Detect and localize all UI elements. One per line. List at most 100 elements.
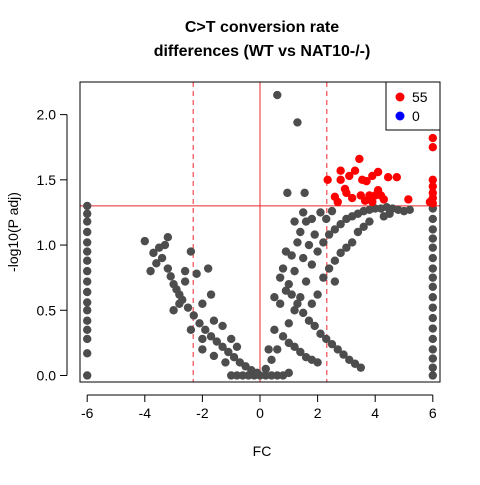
point-neutral-85 [307, 214, 317, 224]
point-neutral-46 [175, 299, 184, 308]
point-neutral-41 [198, 345, 207, 354]
y-tick-label: 0.5 [37, 302, 57, 318]
point-neutral-140 [83, 287, 92, 297]
x-tick-label: 4 [371, 405, 379, 421]
point-neutral-129 [290, 217, 299, 226]
point-neutral-47 [186, 325, 196, 335]
point-neutral-11 [152, 259, 161, 268]
point-neutral-20 [189, 311, 198, 320]
point-neutral-21 [195, 319, 204, 328]
point-neutral-143 [83, 316, 92, 325]
point-neutral-126 [287, 251, 296, 260]
point-neutral-173 [227, 371, 236, 380]
chart-title-line2: differences (WT vs NAT10-/-) [154, 43, 371, 60]
point-neutral-174 [273, 371, 282, 380]
point-neutral-151 [428, 234, 437, 243]
point-neutral-80 [290, 266, 299, 276]
point-neutral-160 [428, 324, 437, 333]
point-neutral-57 [307, 260, 317, 269]
point-neutral-125 [293, 238, 302, 247]
point-neutral-152 [428, 243, 437, 252]
point-neutral-132 [83, 209, 92, 218]
point-neutral-101 [327, 339, 337, 349]
y-tick-label: 2.0 [37, 107, 57, 123]
point-neutral-155 [428, 273, 437, 282]
point-neutral-123 [359, 222, 368, 231]
point-neutral-127 [278, 264, 288, 273]
point-neutral-61 [330, 225, 340, 234]
point-neutral-62 [336, 219, 345, 229]
point-neutral-13 [140, 236, 149, 246]
point-neutral-158 [428, 303, 437, 312]
point-neutral-96 [299, 308, 308, 318]
point-neutral-23 [206, 332, 216, 341]
point-neutral-138 [83, 266, 92, 276]
legend-label-0: 0 [412, 108, 420, 124]
point-neutral-2 [283, 188, 292, 198]
point-series-55-24 [333, 197, 342, 207]
point-neutral-154 [428, 264, 437, 273]
point-neutral-162 [428, 345, 437, 354]
point-neutral-48 [198, 334, 207, 344]
point-neutral-99 [316, 329, 325, 338]
plot-frame [79, 81, 441, 383]
point-neutral-120 [307, 299, 317, 308]
x-tick-label: 6 [429, 405, 437, 421]
point-neutral-78 [304, 240, 314, 250]
point-neutral-68 [371, 204, 380, 213]
point-neutral-121 [330, 277, 340, 286]
point-neutral-39 [227, 334, 236, 344]
point-series-55-13 [392, 173, 401, 182]
point-neutral-102 [333, 345, 342, 354]
point-neutral-12 [146, 266, 155, 276]
point-neutral-36 [209, 316, 219, 325]
point-series-55-34 [425, 197, 435, 207]
point-neutral-114 [324, 264, 334, 273]
point-neutral-97 [304, 316, 314, 325]
point-neutral-34 [192, 269, 201, 278]
point-neutral-77 [299, 253, 308, 263]
point-neutral-112 [313, 358, 322, 367]
point-neutral-130 [299, 208, 308, 217]
point-neutral-3 [300, 188, 309, 198]
point-neutral-119 [313, 290, 322, 299]
point-neutral-40 [232, 342, 242, 351]
point-neutral-0 [273, 90, 282, 100]
point-neutral-176 [284, 368, 293, 378]
point-neutral-145 [83, 334, 92, 344]
point-series-55-22 [379, 195, 389, 204]
point-neutral-103 [339, 350, 348, 359]
axes: -6 -4 -2 0 2 4 6 0.0 0.5 1.0 1.5 2.0 [37, 81, 441, 421]
x-tick-label: -4 [139, 405, 152, 421]
point-neutral-60 [324, 230, 334, 239]
point-neutral-7 [169, 306, 178, 315]
point-neutral-44 [169, 279, 178, 289]
point-neutral-86 [316, 208, 325, 217]
point-neutral-153 [428, 253, 437, 263]
point-neutral-83 [296, 227, 305, 237]
point-series-55-15 [342, 188, 351, 198]
point-neutral-55 [296, 293, 305, 302]
point-neutral-81 [284, 279, 293, 289]
point-neutral-106 [356, 363, 365, 372]
point-neutral-89 [275, 299, 285, 308]
point-neutral-58 [313, 247, 322, 256]
point-neutral-141 [83, 298, 92, 307]
point-series-55-26 [368, 197, 377, 207]
point-neutral-131 [83, 201, 92, 211]
point-neutral-43 [221, 358, 230, 367]
point-neutral-147 [83, 371, 92, 380]
y-tick-label: 1.5 [37, 172, 57, 188]
point-neutral-156 [428, 282, 437, 291]
point-series-55-27 [428, 133, 437, 143]
point-neutral-164 [428, 363, 437, 372]
point-neutral-113 [319, 273, 328, 282]
point-neutral-37 [180, 266, 190, 276]
point-neutral-16 [166, 272, 175, 281]
point-neutral-133 [83, 217, 92, 226]
y-axis-label: -log10(P adj) [5, 192, 21, 272]
legend-marker-55 [395, 92, 405, 102]
chart-title-line1: C>T conversion rate [185, 19, 339, 36]
